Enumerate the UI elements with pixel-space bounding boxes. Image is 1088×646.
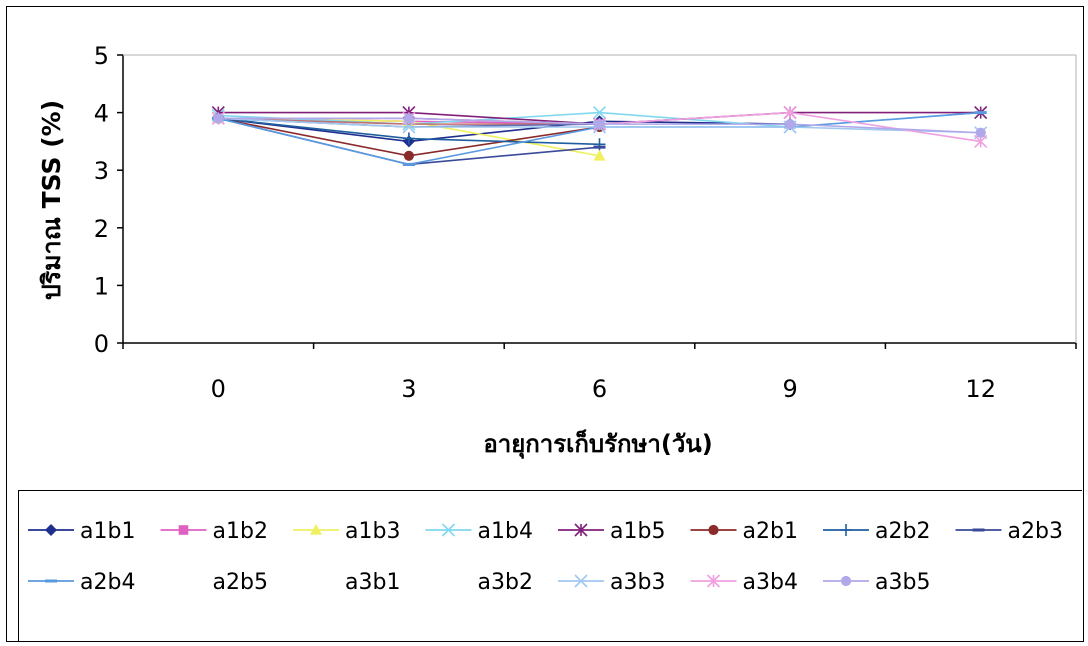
legend-label: a2b4 bbox=[80, 570, 135, 595]
legend-item-a2b4: a2b4 bbox=[28, 570, 135, 595]
y-tick-label: 3 bbox=[94, 157, 109, 185]
legend-label: a1b2 bbox=[213, 519, 268, 544]
data-point bbox=[974, 111, 987, 115]
legend-label: a2b1 bbox=[743, 519, 798, 544]
data-point bbox=[840, 575, 852, 587]
legend-label: a3b2 bbox=[478, 570, 533, 595]
y-ticks: 0 1 2 3 4 5 bbox=[94, 42, 123, 358]
data-point bbox=[783, 106, 797, 120]
legend-label: a2b5 bbox=[213, 570, 268, 595]
x-axis-label: อายุการเก็บรักษา(วัน) bbox=[483, 429, 712, 460]
data-point bbox=[706, 574, 721, 588]
x-tick-label: 3 bbox=[401, 375, 416, 403]
y-tick-label: 4 bbox=[94, 100, 109, 128]
data-point bbox=[402, 162, 415, 166]
legend-label: a2b2 bbox=[875, 519, 930, 544]
x-tick-label: 0 bbox=[211, 375, 226, 403]
legend-item-a2b2: a2b2 bbox=[823, 519, 930, 544]
data-point bbox=[441, 523, 456, 537]
y-axis-label: ปริมาณ TSS (%) bbox=[37, 100, 66, 300]
data-point bbox=[593, 149, 606, 161]
data-point bbox=[975, 127, 986, 138]
data-point bbox=[45, 579, 57, 583]
data-point bbox=[785, 119, 796, 130]
data-point bbox=[403, 150, 414, 161]
legend-item-a1b3: a1b3 bbox=[293, 519, 400, 544]
legend-item-a3b2: a3b2 bbox=[478, 570, 533, 595]
legend-item-a2b1: a2b1 bbox=[690, 519, 798, 544]
legend-item-a2b3: a2b3 bbox=[955, 519, 1063, 544]
legend-label: a1b1 bbox=[80, 519, 135, 544]
legend-item-a3b1: a3b1 bbox=[345, 570, 400, 595]
legend-label: a2b3 bbox=[1008, 519, 1063, 544]
legend-item-a1b2: a1b2 bbox=[160, 519, 268, 544]
legend-label: a1b5 bbox=[610, 519, 665, 544]
legend-label: a3b3 bbox=[610, 570, 665, 595]
data-point bbox=[402, 132, 415, 145]
data-point bbox=[840, 524, 852, 536]
y-tick-label: 1 bbox=[94, 272, 109, 300]
y-tick-label: 2 bbox=[94, 215, 109, 243]
legend-label: a3b1 bbox=[345, 570, 400, 595]
legend-item-a3b3: a3b3 bbox=[558, 570, 665, 595]
legend-item-a3b4: a3b4 bbox=[690, 570, 798, 595]
data-point bbox=[593, 145, 606, 149]
legend: a1b1 a1b2 a1b3 a1b4 a1b5 a2b1 a2b2 a2b3 a2b4 a2b5… bbox=[28, 519, 1063, 595]
y-tick-label: 0 bbox=[94, 330, 109, 358]
legend-item-a2b5: a2b5 bbox=[213, 570, 268, 595]
data-point bbox=[708, 524, 719, 536]
x-tick-label: 9 bbox=[782, 375, 797, 403]
series-line bbox=[218, 117, 791, 143]
series-a3b5 bbox=[213, 113, 986, 138]
x-tick-label: 12 bbox=[965, 375, 996, 403]
legend-label: a3b4 bbox=[743, 570, 798, 595]
legend-item-a1b1: a1b1 bbox=[28, 519, 135, 544]
legend-label: a1b4 bbox=[478, 519, 533, 544]
legend-box bbox=[18, 490, 1082, 642]
data-point bbox=[403, 113, 414, 124]
legend-item-a1b4: a1b4 bbox=[425, 519, 533, 544]
data-point bbox=[574, 574, 588, 588]
x-tick-label: 6 bbox=[592, 375, 607, 403]
legend-label: a1b3 bbox=[345, 519, 400, 544]
data-point bbox=[594, 119, 605, 130]
series-layer bbox=[211, 106, 988, 166]
data-point bbox=[45, 524, 57, 536]
data-point bbox=[972, 528, 985, 532]
legend-item-a1b5: a1b5 bbox=[558, 519, 665, 544]
legend-item-a3b5: a3b5 bbox=[823, 570, 930, 595]
data-point bbox=[592, 106, 607, 120]
data-point bbox=[574, 523, 588, 537]
legend-label: a3b5 bbox=[875, 570, 930, 595]
data-point bbox=[310, 524, 322, 535]
data-point bbox=[213, 113, 224, 124]
y-tick-label: 5 bbox=[94, 42, 109, 70]
x-ticks: 0 3 6 9 12 bbox=[122, 343, 1077, 403]
data-point bbox=[178, 525, 189, 535]
